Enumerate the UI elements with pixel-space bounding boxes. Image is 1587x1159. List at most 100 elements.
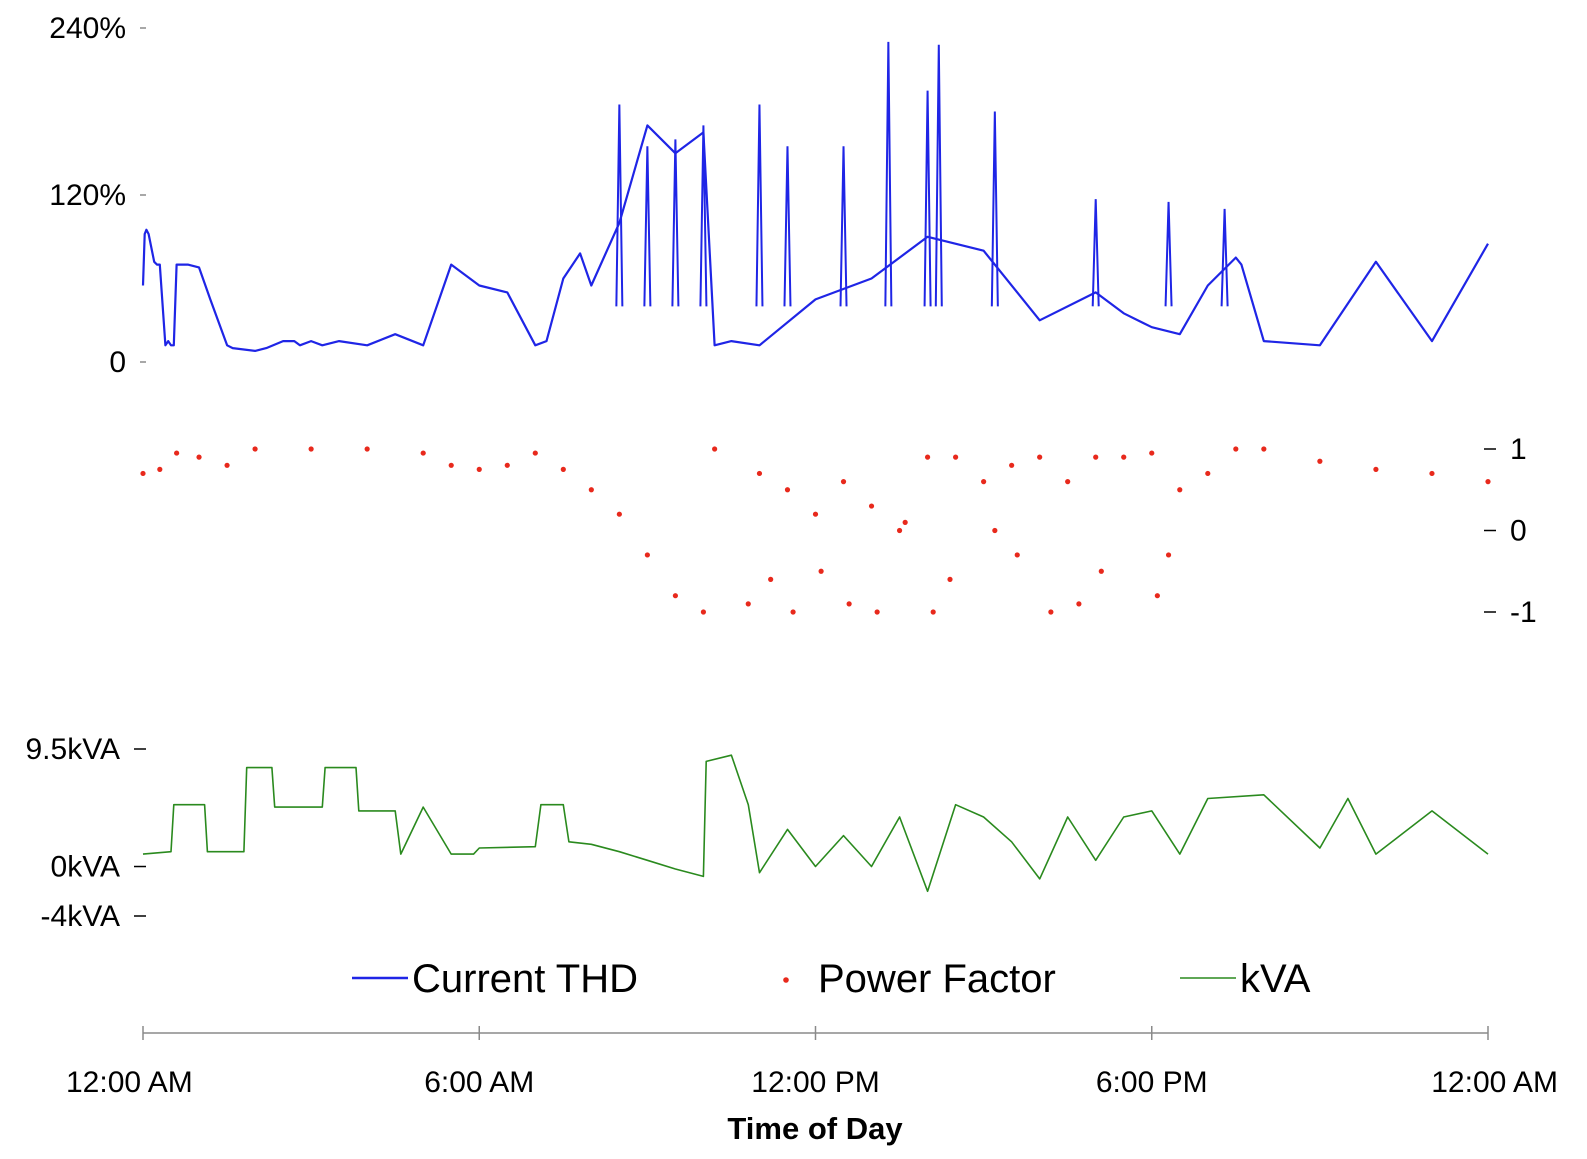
current-thd-y-tick-label: 0 bbox=[109, 346, 126, 379]
current-thd-y-tick-label: 120% bbox=[49, 179, 126, 212]
current-thd-panel: 0 120% 240% bbox=[49, 12, 1489, 379]
power-factor-point bbox=[1009, 462, 1015, 468]
power-factor-point bbox=[756, 470, 763, 477]
power-factor-y-tick-label: -1 bbox=[1510, 596, 1537, 629]
current-thd-peak bbox=[1220, 208, 1229, 307]
power-factor-y-tick-label: 1 bbox=[1510, 433, 1527, 466]
power-factor-y-tick-label: 0 bbox=[1510, 515, 1527, 548]
power-factor-point bbox=[700, 609, 707, 615]
power-factor-point bbox=[672, 593, 678, 599]
power-factor-point bbox=[420, 450, 426, 456]
power-factor-series-points bbox=[140, 446, 1491, 615]
power-factor-point bbox=[252, 446, 258, 452]
current-thd-peak bbox=[643, 146, 652, 307]
legend-power-factor-swatch bbox=[783, 977, 789, 983]
power-factor-point bbox=[504, 462, 510, 468]
current-thd-peak bbox=[783, 146, 792, 307]
power-factor-point bbox=[846, 601, 852, 607]
legend-kva-label: kVA bbox=[1240, 957, 1311, 1001]
power-factor-point bbox=[1048, 609, 1054, 615]
current-thd-peak bbox=[884, 41, 893, 307]
power-factor-point bbox=[947, 576, 953, 583]
time-axis-title: Time of Day bbox=[727, 1111, 903, 1146]
power-factor-point bbox=[745, 601, 751, 607]
power-factor-point bbox=[476, 466, 482, 472]
power-factor-point bbox=[224, 462, 230, 468]
power-factor-point bbox=[1037, 454, 1043, 460]
power-factor-y-axis: -1 0 1 bbox=[1484, 433, 1537, 629]
time-axis-tick-label: 12:00 AM bbox=[66, 1066, 193, 1099]
current-thd-peak bbox=[699, 125, 708, 307]
power-factor-point bbox=[840, 479, 847, 485]
power-factor-point bbox=[784, 487, 791, 493]
time-axis-tick-label: 12:00 AM bbox=[1431, 1066, 1558, 1099]
power-factor-point bbox=[868, 503, 875, 509]
power-factor-point bbox=[818, 568, 824, 574]
power-factor-point bbox=[1014, 552, 1020, 558]
kva-y-axis: -4kVA 0kVA 9.5kVA bbox=[26, 733, 146, 933]
time-axis-tick-label: 6:00 AM bbox=[424, 1066, 534, 1099]
power-factor-point bbox=[560, 466, 566, 472]
power-factor-point bbox=[1098, 568, 1104, 574]
power-factor-point bbox=[992, 527, 998, 534]
current-thd-peak bbox=[1091, 199, 1100, 307]
power-factor-point bbox=[1093, 454, 1099, 460]
power-factor-point bbox=[790, 609, 796, 615]
current-thd-peak bbox=[1164, 201, 1173, 307]
power-factor-point bbox=[1165, 552, 1172, 558]
current-thd-peak bbox=[923, 90, 932, 307]
power-factor-point bbox=[532, 450, 538, 456]
kva-y-tick-label: 9.5kVA bbox=[26, 733, 121, 766]
current-thd-peak bbox=[839, 146, 848, 307]
current-thd-peak bbox=[990, 111, 999, 307]
power-factor-point bbox=[1373, 466, 1379, 472]
time-axis-ticks: 12:00 AM 6:00 AM 12:00 PM 6:00 PM 12:00 AM bbox=[66, 1026, 1558, 1099]
power-factor-point bbox=[1317, 458, 1323, 464]
time-axis: 12:00 AM 6:00 AM 12:00 PM 6:00 PM 12:00 AM T… bbox=[66, 1026, 1558, 1146]
power-factor-point bbox=[981, 479, 987, 485]
current-thd-series-line bbox=[141, 124, 1489, 352]
power-factor-point bbox=[712, 446, 718, 452]
power-factor-point bbox=[1149, 450, 1155, 456]
current-thd-y-tick-label: 240% bbox=[49, 12, 126, 45]
power-factor-panel: -1 0 1 bbox=[140, 433, 1537, 629]
power-factor-point bbox=[644, 552, 650, 558]
power-factor-point bbox=[140, 470, 146, 477]
power-factor-point bbox=[953, 454, 959, 460]
power-factor-point bbox=[930, 609, 936, 615]
kva-y-tick-label: -4kVA bbox=[41, 900, 120, 933]
power-factor-point bbox=[1485, 479, 1491, 485]
power-factor-point bbox=[896, 527, 903, 534]
time-axis-tick-label: 12:00 PM bbox=[751, 1066, 879, 1099]
current-thd-peak bbox=[755, 104, 764, 307]
power-factor-point bbox=[768, 576, 774, 583]
kva-panel: -4kVA 0kVA 9.5kVA bbox=[26, 733, 1489, 933]
power-factor-point bbox=[1261, 446, 1267, 452]
kva-y-tick-label: 0kVA bbox=[51, 851, 120, 884]
power-factor-point bbox=[308, 446, 314, 452]
kva-series-line bbox=[142, 754, 1489, 893]
legend-current-thd-label: Current THD bbox=[412, 957, 638, 1001]
power-factor-point bbox=[588, 487, 594, 493]
power-factor-point bbox=[1076, 601, 1082, 607]
time-axis-tick-label: 6:00 PM bbox=[1096, 1066, 1208, 1099]
power-factor-point bbox=[448, 462, 454, 468]
power-factor-point bbox=[874, 609, 880, 615]
power-factor-point bbox=[1233, 446, 1239, 452]
power-factor-point bbox=[364, 446, 370, 452]
current-thd-y-axis: 0 120% 240% bbox=[49, 12, 146, 379]
chart-legend: Current THD Power Factor kVA bbox=[352, 957, 1311, 1001]
power-factor-point bbox=[1177, 487, 1183, 493]
current-thd-peak bbox=[671, 139, 680, 307]
power-factor-point bbox=[1065, 479, 1071, 485]
power-factor-point bbox=[812, 511, 819, 517]
power-factor-point bbox=[616, 511, 622, 517]
power-factor-point bbox=[902, 519, 908, 525]
power-factor-point bbox=[1121, 454, 1127, 460]
power-factor-point bbox=[924, 454, 931, 460]
power-factor-point bbox=[1205, 470, 1211, 477]
legend-power-factor-label: Power Factor bbox=[818, 957, 1056, 1001]
current-thd-peak bbox=[934, 44, 943, 307]
current-thd-peaks bbox=[615, 41, 1229, 307]
